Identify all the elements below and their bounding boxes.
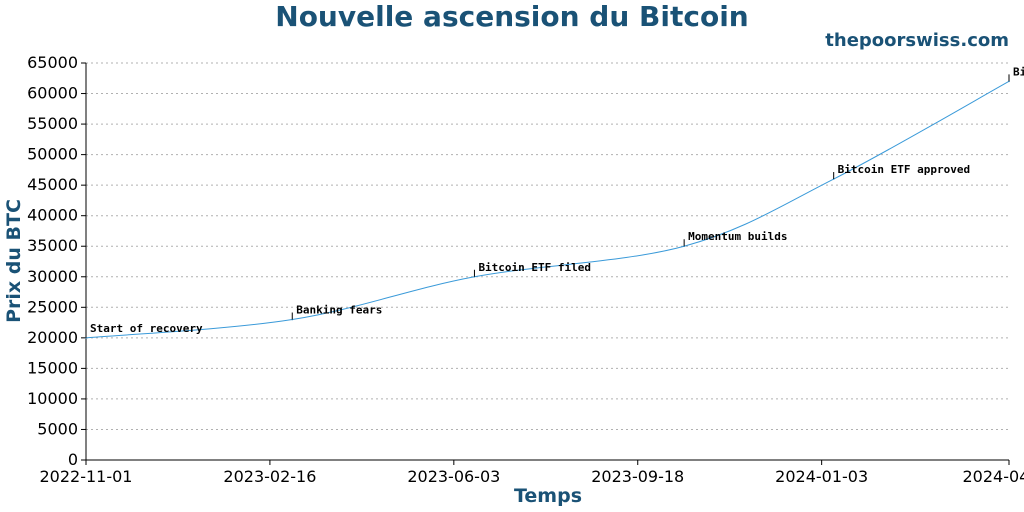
annotation-label: Bi bbox=[1013, 65, 1024, 78]
series-line-btc bbox=[85, 80, 1010, 339]
x-tick-label: 2023-06-03 bbox=[407, 467, 500, 486]
y-tick-label: 35000 bbox=[27, 236, 78, 255]
x-tick-label: 2022-11-01 bbox=[40, 467, 133, 486]
series-layer bbox=[85, 80, 1010, 339]
y-tick-label: 40000 bbox=[27, 206, 78, 225]
y-tick-label: 5000 bbox=[37, 419, 78, 438]
annotation-label: Momentum builds bbox=[688, 230, 787, 243]
y-tick-label: 50000 bbox=[27, 145, 78, 164]
y-tick-label: 45000 bbox=[27, 175, 78, 194]
chart-title: Nouvelle ascension du Bitcoin bbox=[275, 0, 748, 33]
y-tick-label: 20000 bbox=[27, 328, 78, 347]
y-tick-label: 15000 bbox=[27, 358, 78, 377]
annotation-label: Start of recovery bbox=[90, 322, 203, 335]
y-tick-label: 65000 bbox=[27, 53, 78, 72]
axes-layer: 0 5000 10000 15000 20000 25000 30000 35000 40000… bbox=[27, 53, 1024, 486]
annotation-label: Bitcoin ETF approved bbox=[838, 163, 970, 176]
x-tick-label: 2024-01-03 bbox=[775, 467, 868, 486]
source-brand: thepoorswiss.com bbox=[825, 30, 1009, 51]
annotation-label: Banking fears bbox=[296, 304, 382, 317]
y-tick-label: 0 bbox=[68, 450, 78, 469]
x-axis-label: Temps bbox=[514, 485, 582, 507]
y-tick-label: 55000 bbox=[27, 114, 78, 133]
y-axis-label: Prix du BTC bbox=[3, 199, 25, 323]
y-tick-label: 30000 bbox=[27, 267, 78, 286]
grid-layer bbox=[86, 62, 1009, 430]
annotation-label: Bitcoin ETF filed bbox=[478, 261, 591, 274]
y-tick-label: 25000 bbox=[27, 297, 78, 316]
y-tick-label: 60000 bbox=[27, 84, 78, 103]
y-tick-label: 10000 bbox=[27, 389, 78, 408]
x-tick-label: 2023-02-16 bbox=[223, 467, 316, 486]
x-tick-label: 2023-09-18 bbox=[591, 467, 684, 486]
annotation-layer: Start of recovery Banking fears Bitcoin ET… bbox=[85, 65, 1024, 338]
x-tick-label: 2024-04-21 bbox=[963, 467, 1024, 486]
